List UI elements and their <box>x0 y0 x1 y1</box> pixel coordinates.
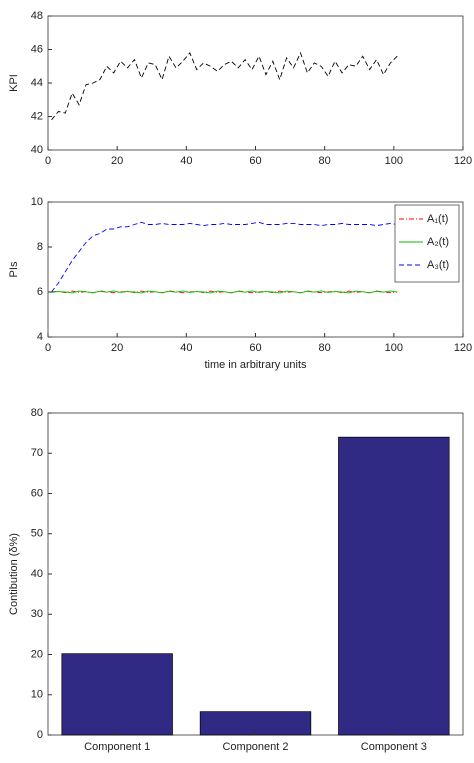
y-tick-label: 50 <box>31 528 43 540</box>
bar <box>61 653 173 736</box>
bar <box>338 436 450 736</box>
x-tick-label: Component 3 <box>361 741 427 753</box>
y-tick-label: 10 <box>31 689 43 701</box>
x-tick-label: 40 <box>180 342 192 354</box>
y-tick-label: 8 <box>37 241 43 253</box>
x-tick-label: Component 2 <box>222 741 288 753</box>
y-axis-label: Contibution (δ%) <box>8 533 20 615</box>
x-tick-label: 40 <box>180 155 192 167</box>
data-line <box>51 290 398 294</box>
x-tick-label: 20 <box>111 155 123 167</box>
data-line <box>51 51 398 121</box>
x-tick-label: 100 <box>385 155 403 167</box>
y-tick-label: 40 <box>31 568 43 580</box>
y-tick-label: 42 <box>31 110 43 122</box>
x-tick-label: 0 <box>45 155 51 167</box>
y-tick-label: 0 <box>37 729 43 741</box>
x-tick-label: 80 <box>319 342 331 354</box>
y-tick-label: 10 <box>31 196 43 208</box>
y-tick-label: 80 <box>31 407 43 419</box>
legend-label: A₁(t) <box>427 213 448 225</box>
y-tick-label: 44 <box>31 77 43 89</box>
y-tick-label: 30 <box>31 608 43 620</box>
y-tick-label: 60 <box>31 487 43 499</box>
y-tick-label: 40 <box>31 144 43 156</box>
x-axis-label: time in arbitrary units <box>204 359 307 371</box>
x-tick-label: 0 <box>45 342 51 354</box>
axes-box <box>47 15 464 151</box>
legend-label: A₂(t) <box>427 236 449 248</box>
y-tick-label: 6 <box>37 286 43 298</box>
x-tick-label: 100 <box>385 342 403 354</box>
y-tick-label: 20 <box>31 648 43 660</box>
legend-label: A₃(t) <box>427 259 449 271</box>
x-tick-label: 80 <box>319 155 331 167</box>
x-tick-label: 60 <box>249 342 261 354</box>
x-tick-label: 20 <box>111 342 123 354</box>
y-tick-label: 4 <box>37 331 43 343</box>
x-tick-label: 120 <box>454 342 472 354</box>
x-tick-label: 60 <box>249 155 261 167</box>
y-axis-label: PIs <box>8 261 20 277</box>
data-line <box>51 221 398 293</box>
legend-box <box>394 204 460 283</box>
y-tick-label: 48 <box>31 10 43 22</box>
y-tick-label: 46 <box>31 43 43 55</box>
y-axis-label: KPI <box>8 74 20 92</box>
x-tick-label: 120 <box>454 155 472 167</box>
y-tick-label: 70 <box>31 447 43 459</box>
axes-box <box>47 201 464 338</box>
x-tick-label: Component 1 <box>84 741 150 753</box>
